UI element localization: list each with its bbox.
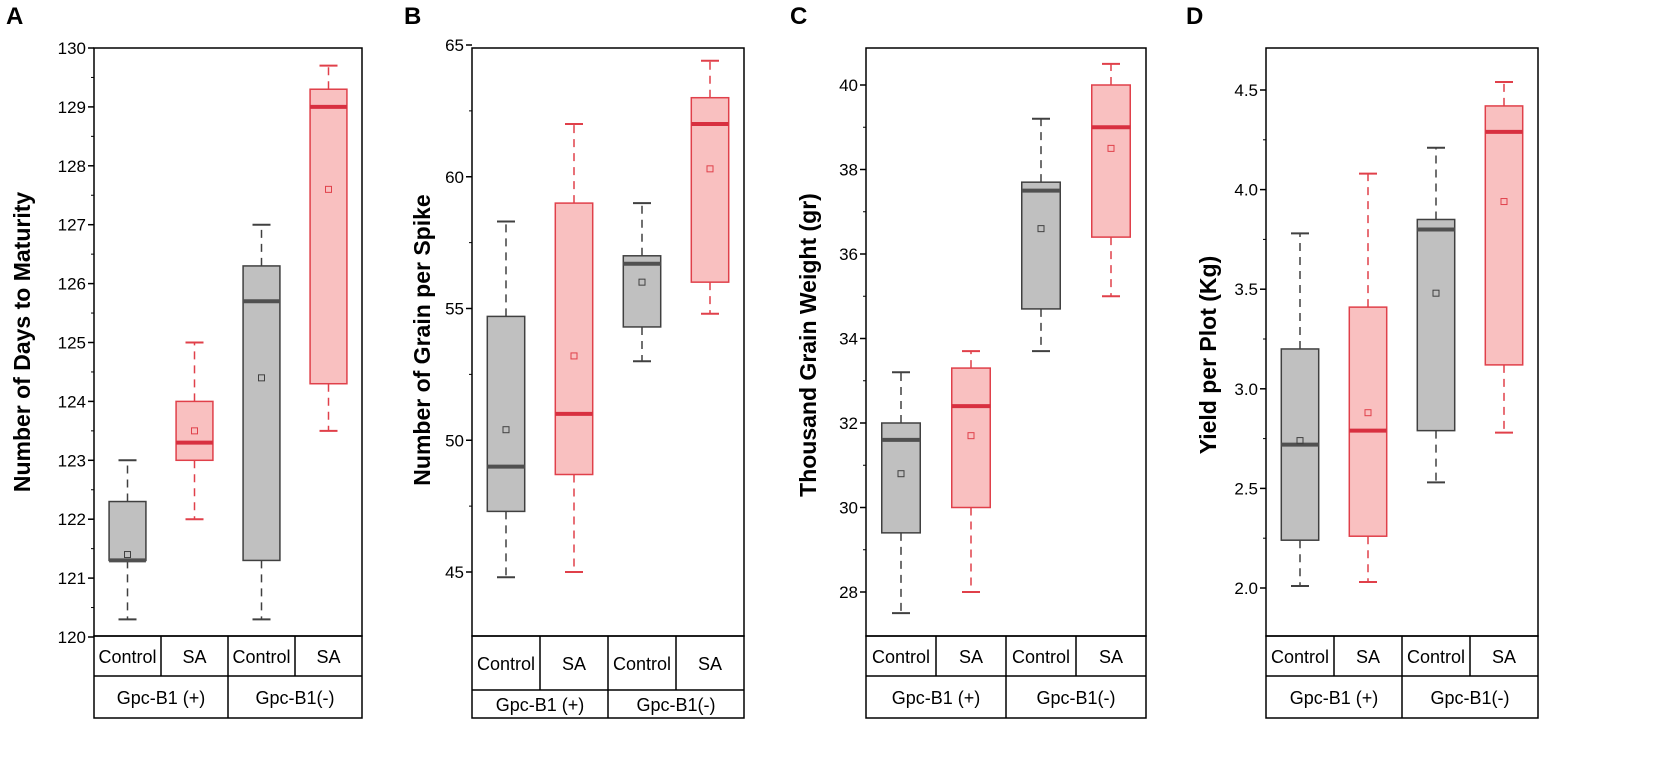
x-group-label: Gpc-B1 (+) <box>892 688 981 708</box>
y-tick-label: 45 <box>445 563 464 582</box>
mean-marker-sa-gpc-neg <box>325 185 332 193</box>
mean-marker-control-gpc-pos <box>897 470 905 478</box>
x-group-label: Gpc-B1(-) <box>636 695 715 715</box>
mean-marker-sa-gpc-pos <box>191 427 198 435</box>
x-group-label: Gpc-B1 (+) <box>1290 688 1379 708</box>
x-category-label: Control <box>232 647 290 667</box>
mean-marker-sa-gpc-neg <box>706 165 714 173</box>
x-category-label: Control <box>477 654 535 674</box>
mean-marker-sa-gpc-pos <box>967 432 975 440</box>
x-category-label: Control <box>1271 647 1329 667</box>
y-tick-label: 120 <box>58 628 86 647</box>
x-category-label: Control <box>872 647 930 667</box>
x-category-label: SA <box>959 647 983 667</box>
panel-label-a: A <box>6 3 23 30</box>
x-category-label: Control <box>98 647 156 667</box>
panel-label-c: C <box>790 3 807 30</box>
box-sa-gpc-neg <box>309 88 348 385</box>
y-tick-label: 60 <box>445 168 464 187</box>
box-control-gpc-pos <box>486 315 526 513</box>
x-category-label: Control <box>1012 647 1070 667</box>
x-group-label: Gpc-B1(-) <box>1430 688 1509 708</box>
y-tick-label: 4.5 <box>1234 81 1258 100</box>
box-sa-gpc-pos <box>554 202 594 476</box>
mean-marker-control-gpc-neg <box>638 278 646 286</box>
y-tick-label: 128 <box>58 157 86 176</box>
x-category-label: Control <box>1407 647 1465 667</box>
y-tick-label: 38 <box>839 161 858 180</box>
y-tick-label: 127 <box>58 216 86 235</box>
y-axis-label: Number of Grain per Spike <box>409 194 435 485</box>
x-category-label: SA <box>1356 647 1380 667</box>
y-tick-label: 36 <box>839 245 858 264</box>
x-category-label: SA <box>1099 647 1123 667</box>
mean-marker-control-gpc-neg <box>1432 289 1440 297</box>
y-tick-label: 30 <box>839 499 858 518</box>
x-group-label: Gpc-B1(-) <box>255 688 334 708</box>
x-group-label: Gpc-B1(-) <box>1036 688 1115 708</box>
mean-marker-sa-gpc-neg <box>1107 144 1115 152</box>
y-tick-label: 3.0 <box>1234 380 1258 399</box>
x-category-label: SA <box>316 647 340 667</box>
mean-marker-control-gpc-pos <box>124 551 131 559</box>
x-category-label: Control <box>613 654 671 674</box>
y-tick-label: 122 <box>58 510 86 529</box>
y-tick-label: 130 <box>58 39 86 58</box>
x-group-label: Gpc-B1 (+) <box>117 688 206 708</box>
y-axis-label: Yield per Plot (Kg) <box>1195 256 1221 455</box>
y-tick-label: 34 <box>839 330 858 349</box>
y-tick-label: 124 <box>58 392 86 411</box>
y-tick-label: 55 <box>445 300 464 319</box>
y-tick-label: 65 <box>445 36 464 55</box>
y-tick-label: 2.5 <box>1234 479 1258 498</box>
box-sa-gpc-neg <box>1484 105 1524 366</box>
y-axis-label: Thousand Grain Weight (gr) <box>795 193 821 497</box>
panel-label-b: B <box>404 3 421 30</box>
panel-label-d: D <box>1186 3 1203 30</box>
y-tick-label: 32 <box>839 414 858 433</box>
mean-marker-sa-gpc-pos <box>570 352 578 360</box>
box-sa-gpc-neg <box>1091 84 1131 238</box>
box-control-gpc-neg <box>1021 181 1061 310</box>
box-control-gpc-neg <box>242 265 281 562</box>
y-tick-label: 3.5 <box>1234 280 1258 299</box>
y-tick-label: 123 <box>58 451 86 470</box>
box-control-gpc-neg <box>1416 218 1456 432</box>
y-tick-label: 125 <box>58 334 86 353</box>
y-axis-label: Number of Days to Maturity <box>9 192 35 493</box>
y-tick-label: 2.0 <box>1234 579 1258 598</box>
y-tick-label: 121 <box>58 569 86 588</box>
box-control-gpc-pos <box>108 500 147 562</box>
y-tick-label: 28 <box>839 583 858 602</box>
y-tick-label: 40 <box>839 76 858 95</box>
mean-marker-control-gpc-neg <box>258 374 265 382</box>
y-tick-label: 129 <box>58 98 86 117</box>
box-sa-gpc-neg <box>690 96 730 283</box>
box-sa-gpc-pos <box>1348 306 1388 537</box>
y-tick-label: 4.0 <box>1234 181 1258 200</box>
x-category-label: SA <box>182 647 206 667</box>
box-control-gpc-neg <box>622 255 662 328</box>
mean-marker-sa-gpc-pos <box>1364 409 1372 417</box>
x-group-label: Gpc-B1 (+) <box>496 695 585 715</box>
x-category-label: SA <box>698 654 722 674</box>
box-sa-gpc-pos <box>951 367 991 509</box>
box-sa-gpc-pos <box>175 400 214 462</box>
x-category-label: SA <box>562 654 586 674</box>
mean-marker-control-gpc-pos <box>502 426 510 434</box>
mean-marker-control-gpc-neg <box>1037 225 1045 233</box>
mean-marker-control-gpc-pos <box>1296 437 1304 445</box>
y-tick-label: 126 <box>58 275 86 294</box>
x-category-label: SA <box>1492 647 1516 667</box>
mean-marker-sa-gpc-neg <box>1500 198 1508 206</box>
y-tick-label: 50 <box>445 431 464 450</box>
